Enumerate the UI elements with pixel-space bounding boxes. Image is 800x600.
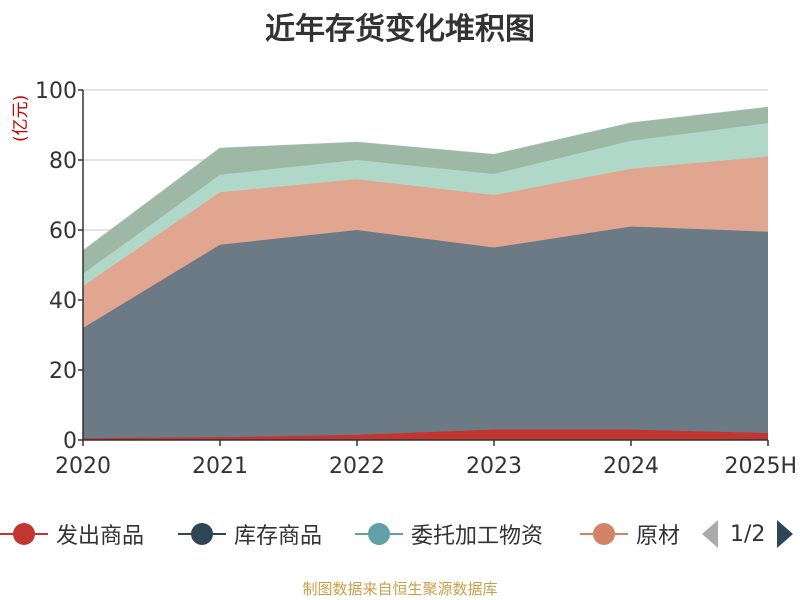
series-area-1 xyxy=(83,226,768,439)
y-tick-label: 0 xyxy=(63,429,77,454)
y-tick-label: 100 xyxy=(35,79,77,104)
legend-label: 库存商品 xyxy=(234,524,323,549)
legend-label: 发出商品 xyxy=(56,524,145,549)
legend-item[interactable]: 发出商品 xyxy=(0,514,144,554)
legend-pager: 1/2 xyxy=(702,514,794,554)
series-area-4 xyxy=(83,107,768,274)
series-area-2 xyxy=(83,156,768,328)
x-tick-label: 2024 xyxy=(603,454,659,479)
legend-item[interactable]: 委托加工物资 xyxy=(355,514,543,554)
y-tick-label: 80 xyxy=(49,149,77,174)
x-tick-label: 2021 xyxy=(192,454,248,479)
legend-page-indicator: 1/2 xyxy=(730,521,766,547)
legend-marker-icon xyxy=(355,521,403,547)
legend-next-page-icon[interactable] xyxy=(777,520,794,548)
y-tick-label: 40 xyxy=(49,289,77,314)
legend-marker-icon xyxy=(178,521,226,547)
y-tick-label: 60 xyxy=(49,219,77,244)
data-source-note: 制图数据来自恒生聚源数据库 xyxy=(302,580,498,598)
legend-marker-icon xyxy=(0,521,48,547)
series-line-4 xyxy=(82,106,769,252)
x-tick-label: 2022 xyxy=(329,454,385,479)
series-area-0 xyxy=(83,429,768,440)
x-tick-label: 2023 xyxy=(466,454,522,479)
legend-label: 委托加工物资 xyxy=(411,524,544,549)
x-tick-label: 2025H xyxy=(724,454,797,479)
series-area-3 xyxy=(83,123,768,286)
chart-title: 近年存货变化堆积图 xyxy=(265,12,535,47)
legend-item[interactable]: 库存商品 xyxy=(178,514,322,554)
legend-items: 发出商品 库存商品 委托加工物资 原材 xyxy=(0,514,682,554)
legend-prev-page-icon[interactable] xyxy=(702,520,718,548)
x-tick-label: 2020 xyxy=(55,454,111,479)
legend-marker-icon xyxy=(580,521,628,547)
legend-label: 原材 xyxy=(636,524,681,549)
legend-item[interactable]: 原材 xyxy=(580,514,680,554)
y-tick-label: 20 xyxy=(49,359,77,384)
legend: 发出商品 库存商品 委托加工物资 原材 xyxy=(0,514,800,554)
